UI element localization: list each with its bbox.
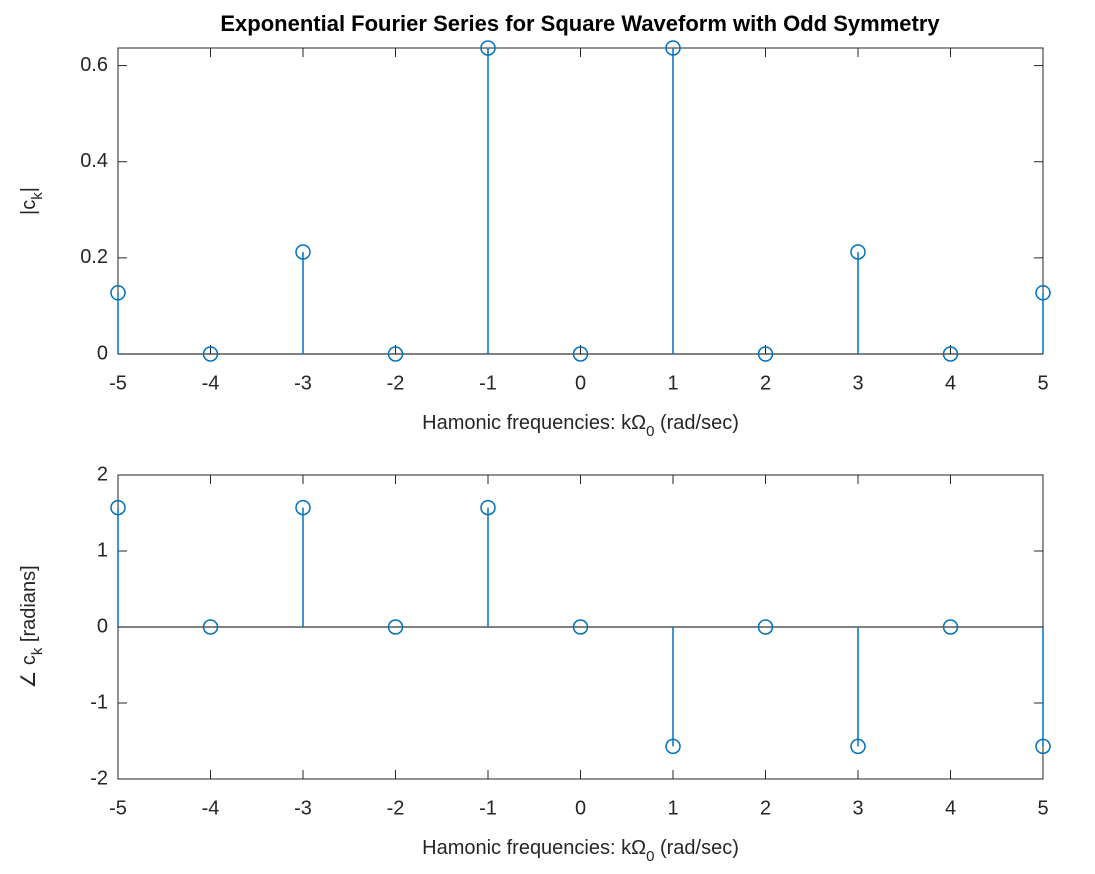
stem-marker <box>387 619 404 635</box>
x-tick-label: -2 <box>387 372 405 394</box>
x-tick-label: 0 <box>575 797 586 819</box>
x-tick-label: -1 <box>479 797 497 819</box>
stem-marker <box>665 738 681 755</box>
x-axis-label-part: 0 <box>646 848 654 865</box>
stem-marker <box>1035 738 1051 755</box>
stem-marker <box>110 285 126 301</box>
y-tick-label: 0.6 <box>80 54 108 76</box>
stem-marker <box>480 40 496 56</box>
x-tick-label: 0 <box>575 372 586 394</box>
y-tick-label: 0.4 <box>80 150 108 172</box>
stem-marker <box>665 40 681 56</box>
x-tick-label: 2 <box>760 372 771 394</box>
x-tick-label: -3 <box>294 372 312 394</box>
stem-marker <box>850 738 866 755</box>
y-axis-label: |ck| <box>18 187 46 215</box>
stem-marker <box>942 346 959 362</box>
x-tick-label: 3 <box>852 797 863 819</box>
y-axis-label-part: k <box>29 192 46 200</box>
x-axis-label-part: Hamonic frequencies: kΩ <box>422 412 646 434</box>
stem-marker <box>757 346 774 362</box>
x-tick-label: 5 <box>1037 372 1048 394</box>
stem-marker <box>572 619 589 635</box>
x-tick-label: 4 <box>945 372 956 394</box>
x-axis-label-part: Hamonic frequencies: kΩ <box>422 837 646 859</box>
stem-marker <box>202 346 219 362</box>
y-tick-label: 1 <box>97 539 108 561</box>
x-axis-label-part: (rad/sec) <box>654 837 738 859</box>
stem-marker <box>1035 285 1051 301</box>
y-tick-label: 0 <box>97 342 108 364</box>
x-axis-label-part: 0 <box>646 423 654 440</box>
x-tick-label: -2 <box>387 797 405 819</box>
y-axis-label-part: ∠ c <box>18 655 40 689</box>
y-axis-label-part: | <box>18 187 40 192</box>
chart-title: Exponential Fourier Series for Square Wa… <box>220 11 940 36</box>
x-tick-label: 1 <box>667 372 678 394</box>
y-axis-label-part: k <box>29 647 46 655</box>
x-tick-label: 4 <box>945 797 956 819</box>
stem-marker <box>850 244 866 260</box>
x-axis-label-part: (rad/sec) <box>654 412 738 434</box>
x-tick-label: 5 <box>1037 797 1048 819</box>
y-tick-label: 0.2 <box>80 246 108 268</box>
y-tick-label: 2 <box>97 463 108 485</box>
x-tick-label: 3 <box>852 372 863 394</box>
stem-marker <box>572 346 589 362</box>
y-tick-label: 0 <box>97 615 108 637</box>
stem-marker <box>110 499 126 516</box>
x-tick-label: -5 <box>109 372 127 394</box>
y-axis-label: ∠ ck [radians] <box>18 565 46 688</box>
stem-marker <box>757 619 774 635</box>
axes-box <box>117 47 1044 355</box>
x-tick-label: -4 <box>202 372 220 394</box>
x-tick-label: 2 <box>760 797 771 819</box>
y-axis-label-part: |c <box>18 200 40 215</box>
stem-marker <box>942 619 959 635</box>
stem-marker <box>480 499 496 516</box>
x-tick-label: 1 <box>667 797 678 819</box>
stem-marker <box>387 346 404 362</box>
x-axis-label: Hamonic frequencies: kΩ0 (rad/sec) <box>422 412 739 440</box>
stem-marker <box>295 244 311 260</box>
x-tick-label: -3 <box>294 797 312 819</box>
x-tick-label: -5 <box>109 797 127 819</box>
stem-marker <box>295 499 311 516</box>
y-axis-label-part: [radians] <box>18 565 40 647</box>
y-tick-label: -2 <box>90 767 108 789</box>
x-tick-label: -1 <box>479 372 497 394</box>
stem-marker <box>202 619 219 635</box>
x-tick-label: -4 <box>202 797 220 819</box>
x-axis-label: Hamonic frequencies: kΩ0 (rad/sec) <box>422 837 739 865</box>
y-tick-label: -1 <box>90 691 108 713</box>
